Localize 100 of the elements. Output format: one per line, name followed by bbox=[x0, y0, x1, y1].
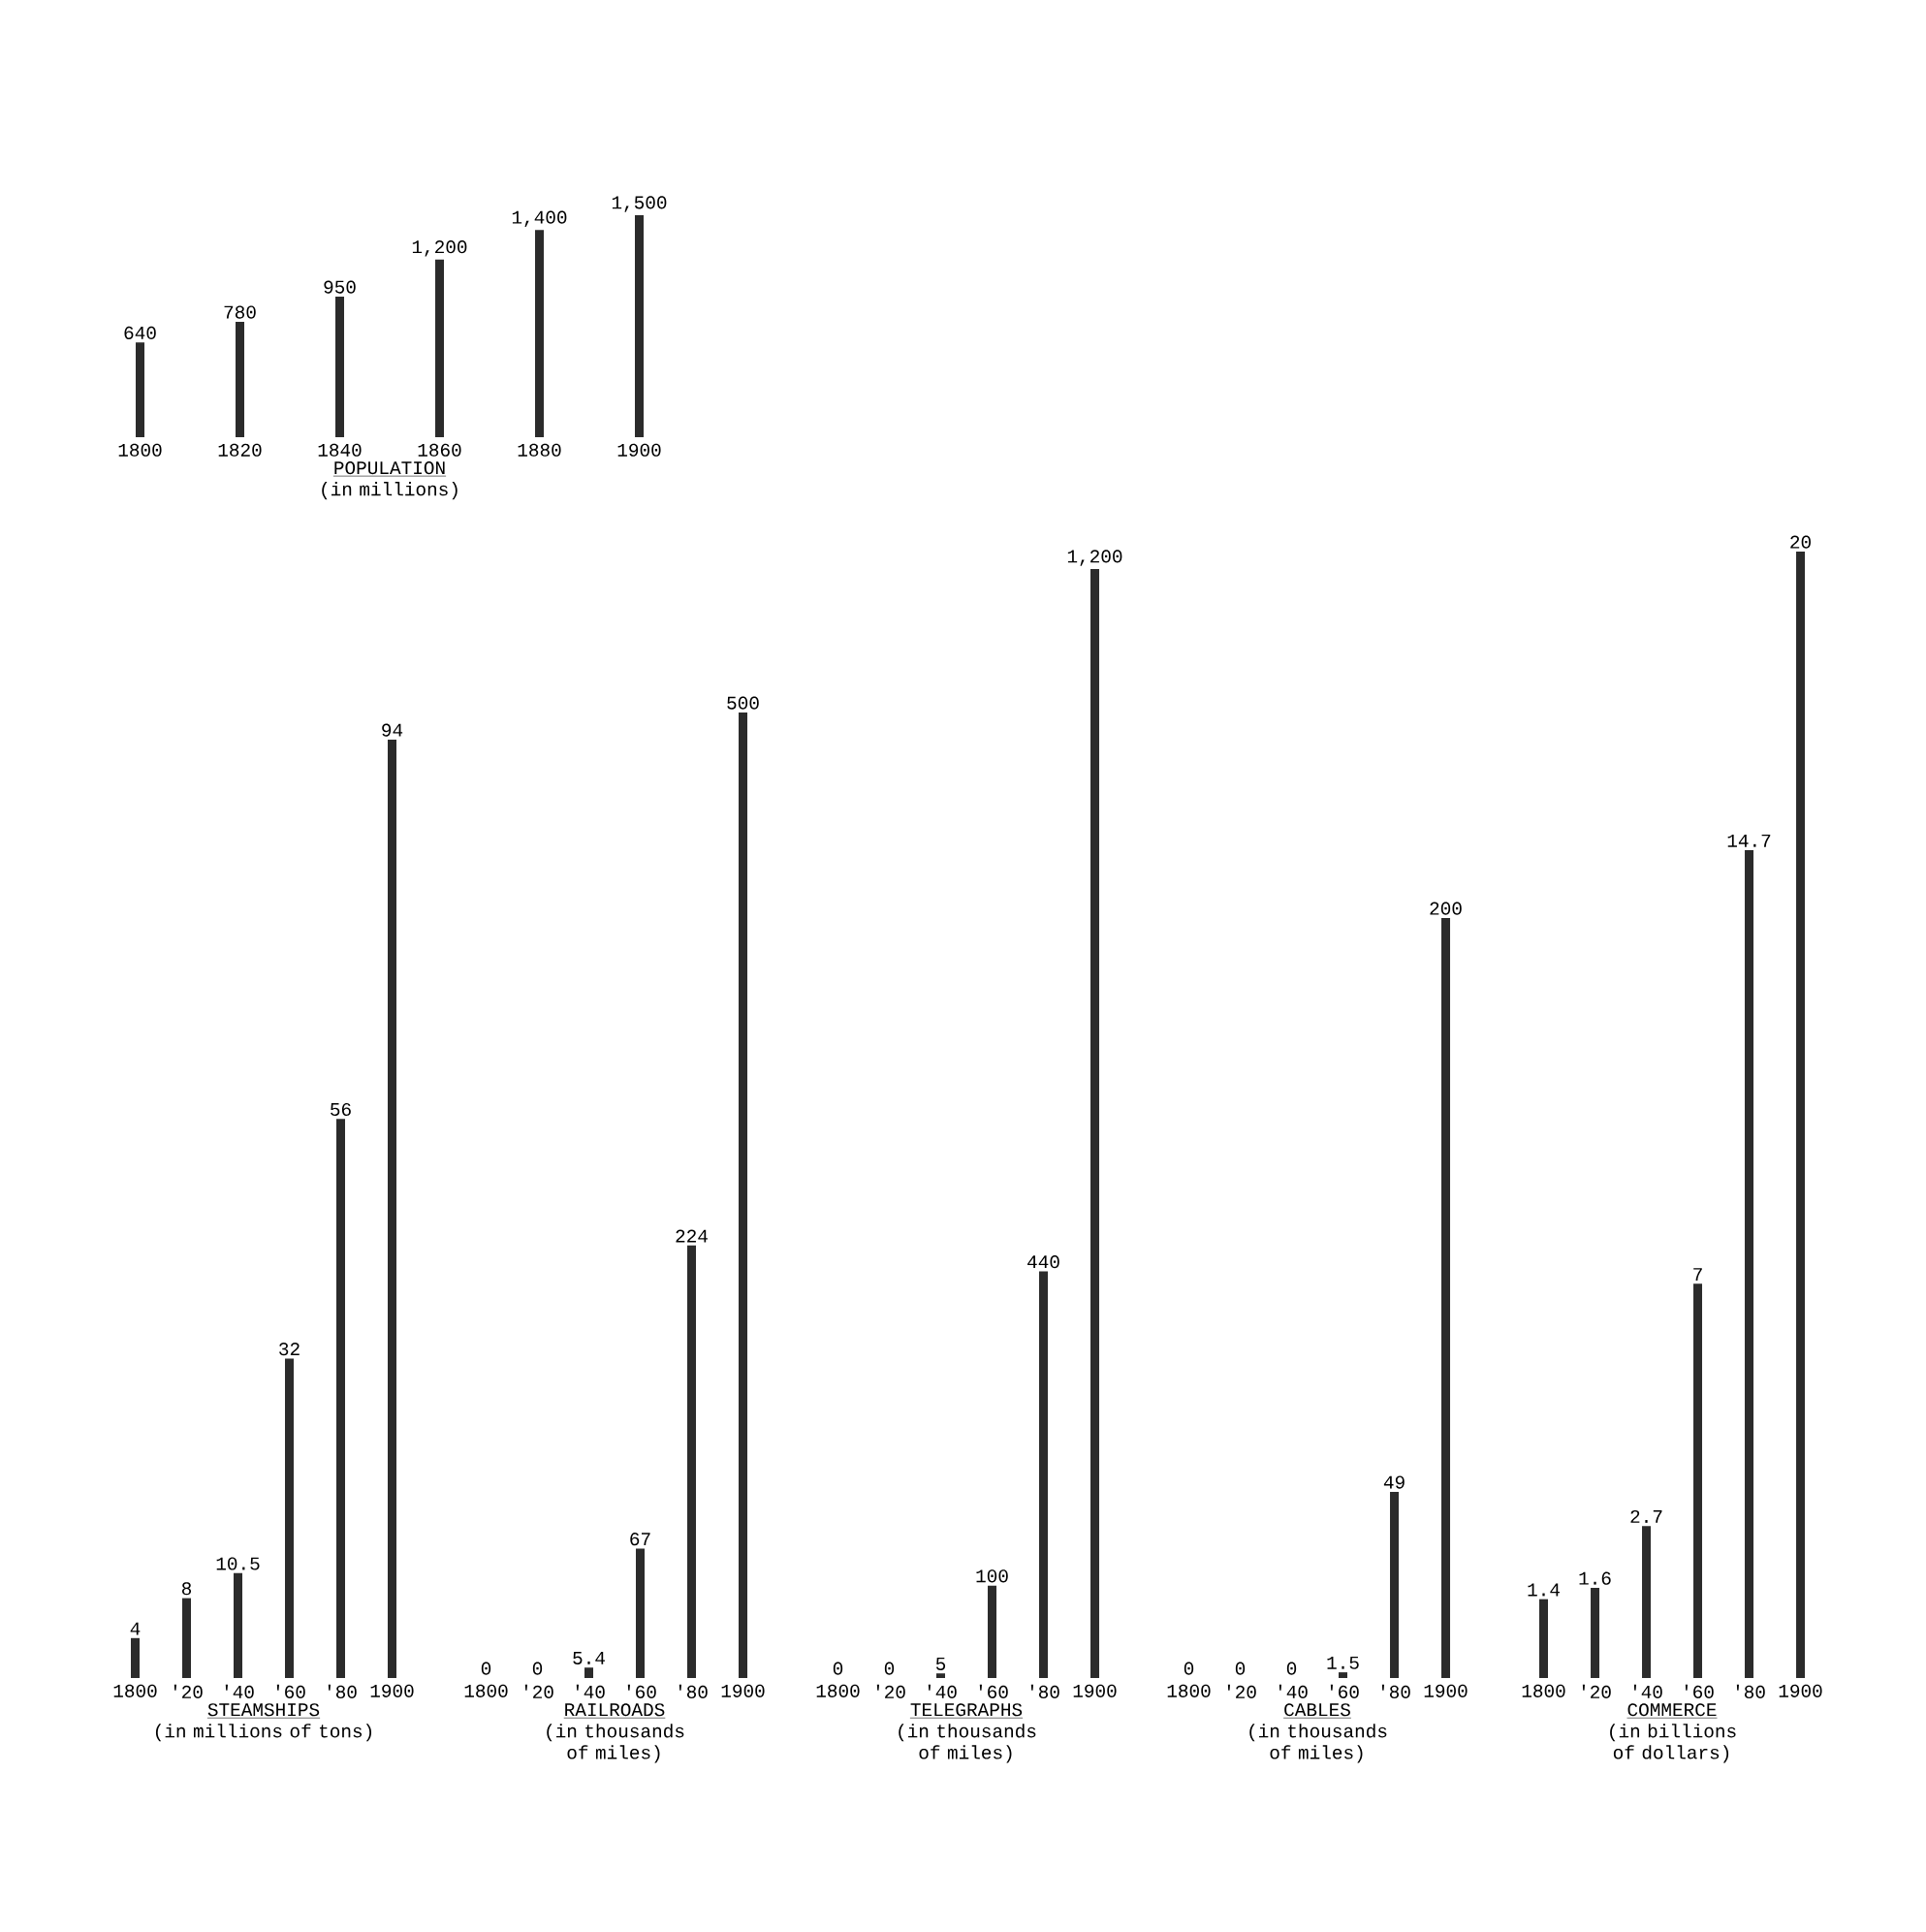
data-label: 780 bbox=[224, 305, 256, 319]
bar bbox=[1539, 1599, 1549, 1678]
x-tick-label: '20 bbox=[1227, 1684, 1256, 1698]
x-tick-label: '60 bbox=[276, 1684, 305, 1698]
x-tick-label: '80 bbox=[1736, 1684, 1765, 1698]
x-tick-label: 1900 bbox=[1779, 1684, 1822, 1697]
data-label: 5.4 bbox=[573, 1652, 605, 1664]
bar bbox=[535, 230, 544, 437]
x-tick-label: 1860 bbox=[418, 443, 461, 457]
data-label: 100 bbox=[976, 1569, 1008, 1583]
x-tick-label: '60 bbox=[627, 1684, 656, 1698]
x-tick-label: '20 bbox=[524, 1684, 553, 1698]
bar bbox=[234, 1572, 242, 1678]
bar bbox=[1642, 1526, 1652, 1678]
x-tick-label: '20 bbox=[174, 1684, 203, 1698]
data-label: 440 bbox=[1027, 1255, 1059, 1269]
data-label: 1.4 bbox=[1528, 1583, 1560, 1597]
x-tick-label: 1900 bbox=[617, 443, 661, 457]
bar bbox=[435, 259, 444, 437]
data-label: 1,200 bbox=[1067, 550, 1122, 566]
data-label: 0 bbox=[833, 1662, 843, 1675]
data-label: 1,500 bbox=[612, 196, 667, 212]
text: (in millions) bbox=[322, 482, 458, 500]
data-label: 640 bbox=[124, 326, 156, 339]
data-label: 0 bbox=[1235, 1662, 1246, 1675]
data-label: 0 bbox=[1286, 1662, 1297, 1675]
bar bbox=[131, 1637, 140, 1678]
bar bbox=[236, 321, 244, 437]
x-tick-label: '40 bbox=[1279, 1684, 1308, 1698]
data-label: 7 bbox=[1693, 1268, 1702, 1282]
x-axis-title: TELEGRAPHS bbox=[910, 1703, 1023, 1717]
x-tick-label: '20 bbox=[876, 1684, 905, 1698]
x-axis-title: CABLES bbox=[1284, 1703, 1350, 1717]
x-tick-label: '80 bbox=[679, 1684, 708, 1698]
bar bbox=[1693, 1283, 1703, 1678]
x-tick-label: 1800 bbox=[464, 1684, 508, 1697]
data-label: 49 bbox=[1383, 1475, 1405, 1489]
data-label: 500 bbox=[727, 696, 759, 710]
text: (in thousands of miles) bbox=[899, 1724, 1036, 1763]
x-axis-title: RAILROADS bbox=[565, 1703, 665, 1717]
bar bbox=[1039, 1271, 1049, 1678]
bar bbox=[1796, 551, 1806, 1678]
x-tick-label: '40 bbox=[576, 1684, 605, 1698]
data-label: 94 bbox=[382, 723, 403, 737]
text: (in millions of tons) bbox=[155, 1724, 372, 1742]
data-label: 20 bbox=[1790, 535, 1811, 549]
data-label: 2.7 bbox=[1630, 1509, 1662, 1523]
data-label: 10.5 bbox=[216, 1557, 260, 1570]
x-tick-label: '60 bbox=[1330, 1684, 1359, 1698]
x-tick-label: 1800 bbox=[1522, 1684, 1565, 1697]
x-tick-label: '60 bbox=[979, 1684, 1008, 1698]
bar bbox=[182, 1598, 191, 1678]
x-tick-label: '40 bbox=[225, 1684, 254, 1698]
x-tick-label: '20 bbox=[1582, 1684, 1611, 1698]
bar bbox=[936, 1673, 946, 1678]
bar bbox=[636, 1548, 646, 1678]
data-label: 5 bbox=[935, 1658, 946, 1670]
x-tick-label: '80 bbox=[1381, 1684, 1410, 1698]
x-tick-label: 1800 bbox=[118, 443, 162, 457]
data-label: 0 bbox=[532, 1662, 543, 1675]
x-tick-label: '60 bbox=[1685, 1684, 1714, 1698]
x-axis-title: POPULATION bbox=[334, 461, 445, 475]
data-label: 14.7 bbox=[1727, 834, 1771, 847]
x-tick-label: '40 bbox=[1633, 1684, 1662, 1698]
bar bbox=[635, 214, 644, 437]
x-tick-label: '80 bbox=[1030, 1684, 1059, 1698]
bar bbox=[136, 342, 144, 437]
x-tick-label: 1800 bbox=[1167, 1684, 1211, 1697]
x-tick-label: 1900 bbox=[721, 1684, 765, 1697]
text: (in billions of dollars) bbox=[1610, 1724, 1736, 1763]
data-label: 4 bbox=[130, 1622, 141, 1635]
bar bbox=[988, 1585, 997, 1678]
bar bbox=[285, 1358, 294, 1678]
text: (in thousands of miles) bbox=[547, 1724, 684, 1763]
data-label: 0 bbox=[481, 1662, 491, 1675]
x-tick-label: 1900 bbox=[1073, 1684, 1117, 1697]
x-tick-label: 1840 bbox=[318, 443, 362, 457]
x-tick-label: '80 bbox=[328, 1684, 357, 1698]
data-label: 56 bbox=[331, 1102, 351, 1117]
x-axis-title: STEAMSHIPS bbox=[207, 1703, 320, 1717]
bar bbox=[336, 1119, 345, 1678]
x-tick-label: 1820 bbox=[218, 443, 262, 457]
x-tick-label: 1880 bbox=[518, 443, 561, 457]
x-axis-title: COMMERCE bbox=[1627, 1703, 1717, 1717]
bar bbox=[1591, 1588, 1600, 1678]
bar bbox=[388, 740, 396, 1678]
bar bbox=[1090, 568, 1100, 1678]
data-label: 1.6 bbox=[1579, 1571, 1611, 1585]
data-label: 1,400 bbox=[512, 210, 567, 227]
x-tick-label: 1900 bbox=[370, 1684, 414, 1697]
text: (in thousands of miles) bbox=[1249, 1724, 1387, 1763]
data-label: 950 bbox=[324, 280, 356, 294]
data-label: 32 bbox=[279, 1343, 300, 1356]
x-tick-label: 1900 bbox=[1424, 1684, 1468, 1697]
bar bbox=[687, 1245, 697, 1678]
bar bbox=[584, 1667, 594, 1678]
bar bbox=[1745, 849, 1754, 1678]
data-label: 0 bbox=[1184, 1662, 1194, 1675]
bar bbox=[335, 296, 344, 437]
data-label: 200 bbox=[1430, 902, 1462, 915]
